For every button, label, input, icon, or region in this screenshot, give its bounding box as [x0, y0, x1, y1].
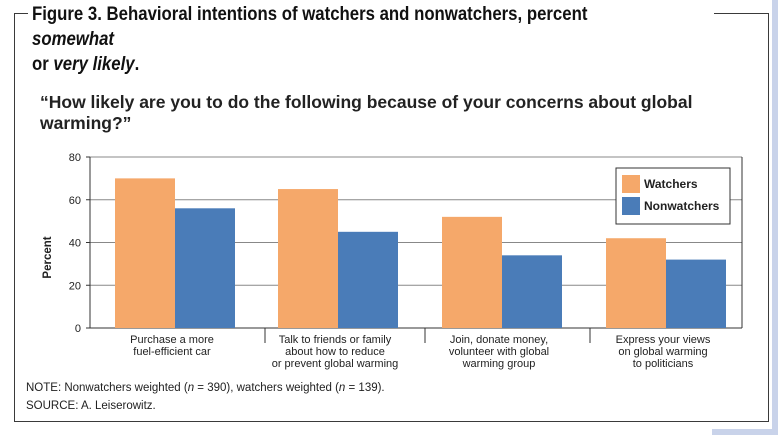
x-category-label: Purchase a more fuel-efficient car	[130, 334, 214, 358]
figure-title-line2-pre: or	[32, 53, 54, 75]
figure-title-text: Behavioral intentions of watchers and no…	[101, 3, 588, 25]
x-category-label-line: fuel-efficient car	[133, 346, 211, 358]
note-n-1: n	[187, 382, 195, 394]
figure-title-emphasis-1: somewhat	[32, 28, 115, 50]
bar-watchers-0	[115, 178, 175, 328]
notes: NOTE: Nonwatchers weighted (n = 390), wa…	[26, 379, 385, 415]
y-tick-label: 40	[69, 238, 81, 250]
source-line: SOURCE: A. Leiserowitz.	[26, 400, 156, 412]
bar-watchers-3	[606, 238, 666, 328]
bar-nonwatchers-3	[666, 259, 726, 328]
x-category-label-line: warming group	[462, 358, 536, 370]
decorative-stripe-bottom	[712, 429, 778, 435]
figure-label: Figure 3.	[32, 3, 102, 25]
x-category-label: Talk to friends or family about how to re…	[272, 334, 399, 370]
x-category-label-line: Express your views	[616, 334, 711, 346]
y-tick-label: 60	[69, 195, 81, 207]
bar-nonwatchers-0	[175, 208, 235, 328]
y-tick-label: 20	[69, 280, 81, 292]
x-category-label-line: Join, donate money,	[450, 334, 548, 346]
legend-swatch-watchers	[622, 175, 640, 193]
x-category-label-line: or prevent global warming	[272, 358, 399, 370]
x-category-label: Express your views on global warming to po…	[616, 334, 711, 370]
figure-title-emphasis-2: very likely	[53, 53, 135, 75]
figure-title-line2-post: .	[134, 53, 140, 75]
decorative-stripe-right	[772, 0, 778, 435]
note-text-1: NOTE: Nonwatchers weighted (	[26, 382, 188, 394]
note-text-2: = 390), watchers weighted (	[194, 382, 339, 394]
x-category-label-line: on global warming	[618, 346, 707, 358]
note-line: NOTE: Nonwatchers weighted (n = 390), wa…	[26, 379, 385, 397]
note-n-2: n	[338, 382, 346, 394]
bar-nonwatchers-1	[338, 231, 398, 328]
legend-label-watchers: Watchers	[644, 177, 698, 191]
y-tick-label: 0	[75, 323, 81, 335]
note-text-3: = 139).	[345, 382, 385, 394]
legend-label-nonwatchers: Nonwatchers	[644, 199, 720, 213]
figure-frame	[14, 13, 769, 422]
bar-watchers-1	[278, 189, 338, 328]
bar-watchers-2	[442, 216, 502, 328]
y-tick-label: 80	[69, 152, 81, 164]
x-category-label-line: volunteer with global	[449, 346, 549, 358]
figure-frame-top-right	[714, 13, 769, 14]
figure-frame-top-left	[14, 13, 28, 14]
legend-swatch-nonwatchers	[622, 197, 640, 215]
bar-nonwatchers-2	[502, 255, 562, 328]
x-category-label-line: Talk to friends or family	[279, 334, 392, 346]
chart-title: “How likely are you to do the following …	[40, 92, 693, 133]
x-category-label-line: Purchase a more	[130, 334, 214, 346]
y-axis-label: Percent	[42, 236, 54, 278]
x-category-label-line: to politicians	[633, 358, 694, 370]
x-category-label: Join, donate money, volunteer with global…	[449, 334, 549, 370]
figure-title: Figure 3. Behavioral intentions of watch…	[32, 2, 625, 77]
x-category-label-line: about how to reduce	[285, 346, 385, 358]
